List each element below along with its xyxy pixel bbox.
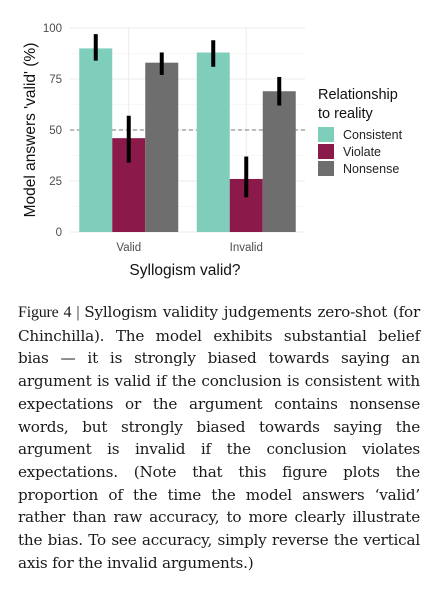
y-tick-label: 50 [49,125,62,137]
y-tick-label: 0 [56,227,62,239]
legend-label: Violate [343,145,381,159]
figure-caption: Figure 4 | Syllogism validity judgements… [18,301,420,574]
bars [79,48,296,233]
x-tick-label: Invalid [230,242,263,254]
x-tick-label: Valid [116,242,141,254]
caption-label: Figure 4 | [18,304,85,321]
x-tick-labels: Valid Invalid [116,242,262,254]
bar-consistent-invalid [196,52,230,233]
bar-consistent-valid [79,48,113,233]
y-axis-label: Model answers 'valid' (%) [22,43,39,218]
legend-label: Consistent [343,128,403,142]
y-tick-label: 100 [43,23,62,35]
legend-swatch [318,127,334,142]
bar-nonsense-valid [145,62,179,233]
bar-chart: 0 25 50 75 100 Valid Invalid Model answers 'v… [22,23,403,279]
y-tick-label: 25 [49,176,62,188]
bar-nonsense-invalid [262,91,296,233]
legend: Relationship to reality Consistent Violate N… [318,87,403,176]
y-tick-label: 75 [49,74,62,86]
error-bars [93,34,282,198]
legend-swatch [318,144,334,159]
legend-swatch [318,161,334,176]
caption-text: Syllogism validity judgements zero-shot … [18,303,421,572]
x-axis-label: Syllogism valid? [129,262,241,279]
legend-label: Nonsense [343,162,399,176]
legend-title: to reality [318,106,374,122]
y-tick-labels: 0 25 50 75 100 [43,23,62,239]
legend-title: Relationship [318,87,398,103]
